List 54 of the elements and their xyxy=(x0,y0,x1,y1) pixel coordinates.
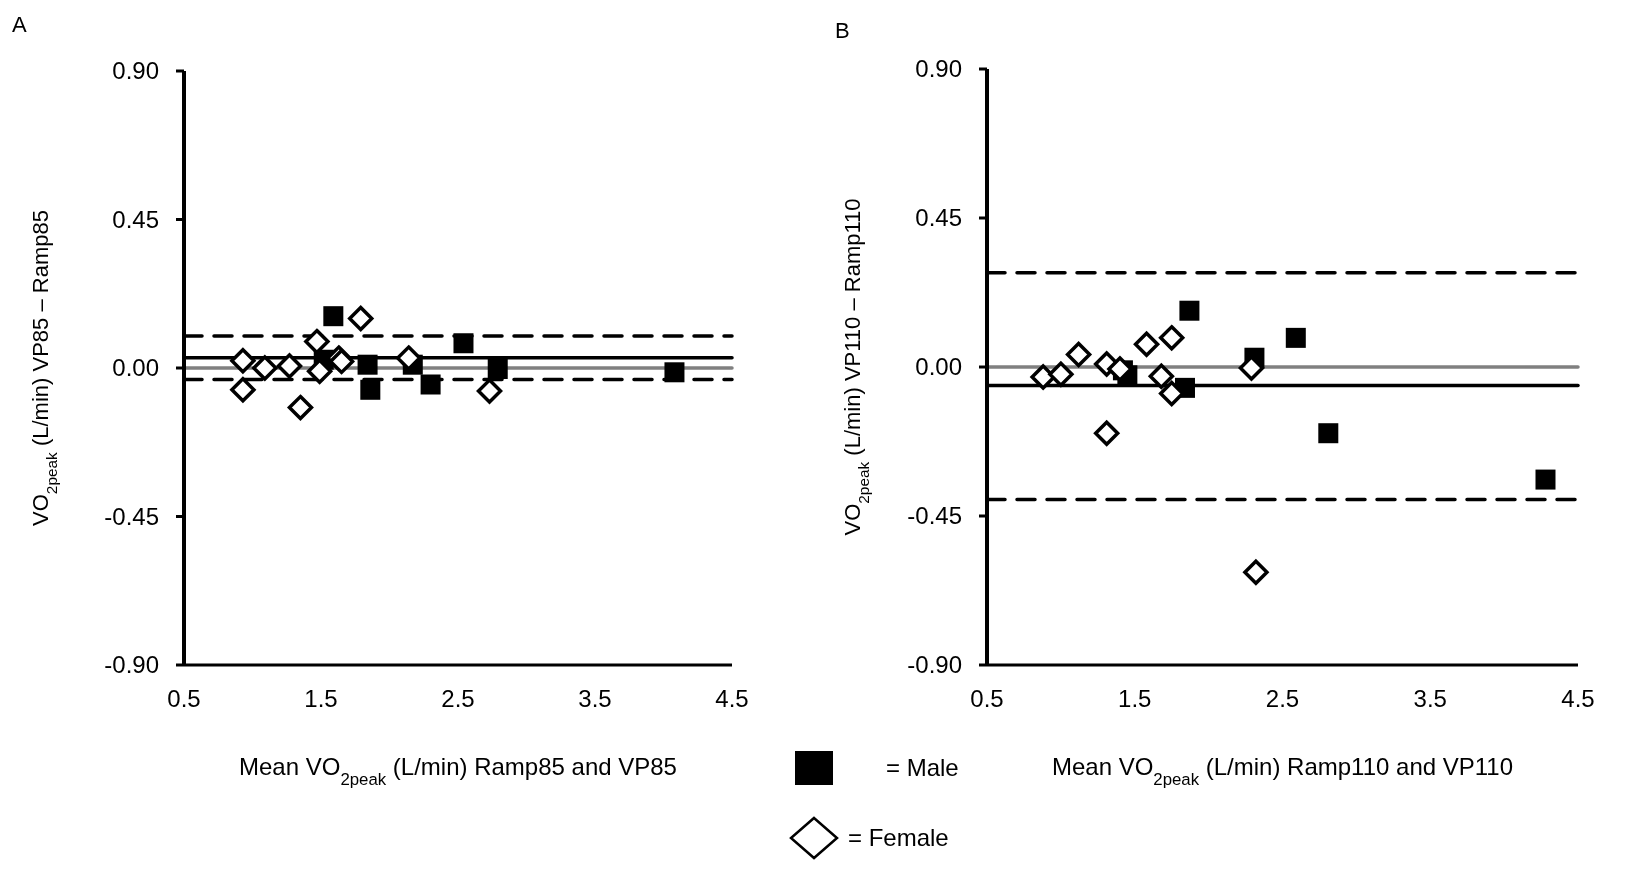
point xyxy=(347,305,374,332)
point xyxy=(357,354,378,375)
legend-label: = Male xyxy=(886,754,959,782)
chart-title: B xyxy=(835,18,850,43)
x-tick-label: 3.5 xyxy=(578,685,612,712)
x-tick-label: 1.5 xyxy=(1118,685,1152,712)
y-tick-label: 0.45 xyxy=(112,205,159,233)
legend-label: = Female xyxy=(848,824,949,852)
point xyxy=(1158,325,1185,351)
point xyxy=(1179,300,1200,321)
point xyxy=(230,347,256,374)
point xyxy=(1318,423,1339,444)
x-tick-label: 1.5 xyxy=(304,685,338,712)
x-tick-label: 0.5 xyxy=(970,685,1004,712)
x-tick-label: 0.5 xyxy=(167,685,201,712)
y-tick-label: -0.45 xyxy=(907,502,962,530)
y-tick-label: 0.90 xyxy=(915,55,962,83)
point xyxy=(420,374,441,395)
point xyxy=(1030,364,1056,390)
y-tick-label: 0.00 xyxy=(112,354,159,382)
point xyxy=(360,379,381,400)
y-tick-label: 0.45 xyxy=(915,204,962,232)
y-tick-label: -0.90 xyxy=(907,651,962,679)
point xyxy=(487,358,508,379)
chart-title: A xyxy=(12,12,27,37)
point xyxy=(1243,559,1269,586)
y-tick-label: 0.90 xyxy=(112,57,159,85)
point xyxy=(1535,469,1556,490)
point xyxy=(287,394,314,421)
point xyxy=(276,353,303,379)
point xyxy=(1065,341,1092,368)
point xyxy=(252,355,278,381)
point xyxy=(476,378,503,404)
x-tick-label: 4.5 xyxy=(1561,685,1595,712)
point xyxy=(1158,380,1185,407)
x-tick-label: 3.5 xyxy=(1413,685,1447,712)
point xyxy=(1048,361,1074,388)
point xyxy=(664,362,685,383)
x-tick-label: 4.5 xyxy=(715,685,749,712)
y-tick-label: -0.45 xyxy=(104,502,159,530)
x-tick-label: 2.5 xyxy=(441,685,475,712)
x-axis-title: Mean VO$_{2peak}$ (L/min) Ramp85 and VP85 xyxy=(239,753,677,789)
x-tick-label: 2.5 xyxy=(1265,685,1300,712)
point xyxy=(230,377,256,403)
point xyxy=(1148,363,1175,390)
point xyxy=(1285,327,1306,348)
point xyxy=(1133,331,1160,357)
y-tick-label: -0.90 xyxy=(104,651,159,679)
point xyxy=(323,306,344,327)
point xyxy=(453,333,474,354)
point xyxy=(1093,420,1120,446)
point xyxy=(304,328,330,355)
x-axis-title: Mean VO$_{2peak}$ (L/min) Ramp110 and VP110 xyxy=(1051,753,1514,789)
y-tick-label: 0.00 xyxy=(915,353,962,381)
